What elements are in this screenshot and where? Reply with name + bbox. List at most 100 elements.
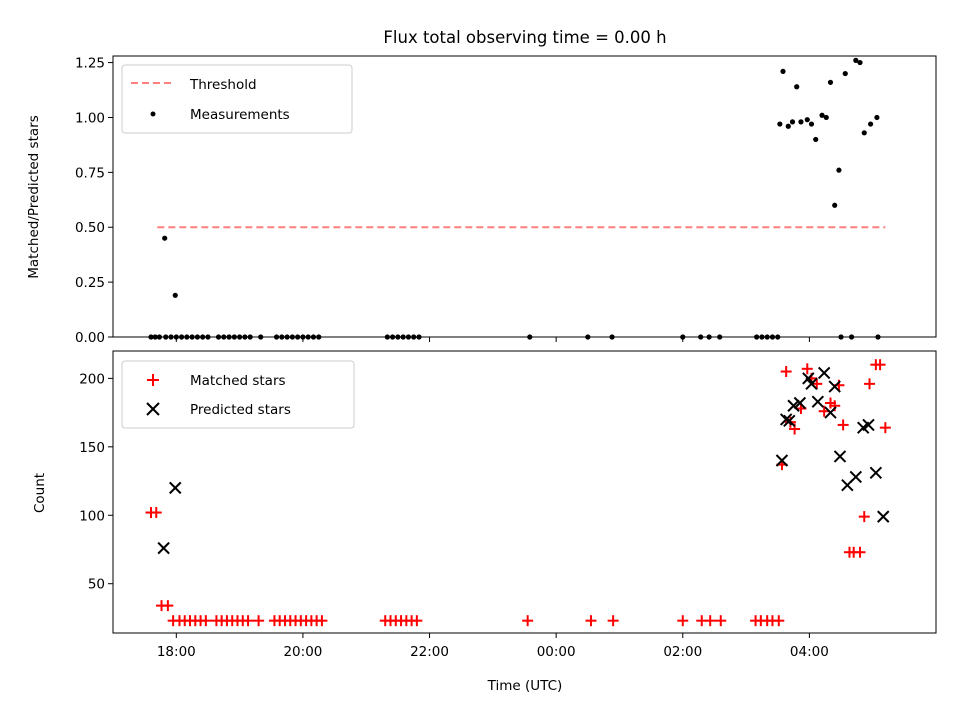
predicted-star-point [869, 466, 883, 480]
predicted-star-point [787, 399, 800, 412]
measurements-legend-swatch [150, 111, 156, 117]
matched-star-point [874, 359, 886, 371]
matched-star-point [837, 419, 849, 431]
x-tick-label: 04:00 [790, 644, 829, 660]
predicted-star-point [828, 380, 841, 393]
top-y-tick-label: 0.25 [75, 275, 105, 291]
matched-star-point [607, 615, 619, 627]
predicted-star-point [157, 541, 170, 555]
star-count-panel: 50 100 150 200 18:00 20:00 22:00 00:00 02:00 04:… [32, 350, 937, 694]
measurement-point [832, 202, 838, 208]
top-y-tick-label: 0.75 [75, 165, 105, 181]
threshold-legend-label: Threshold [189, 77, 257, 93]
top-y-axis-label: Matched/Predicted stars [26, 115, 42, 278]
measurement-point [861, 130, 867, 136]
matched-star-point [858, 511, 870, 523]
top-y-tick-label: 0.50 [75, 220, 105, 236]
bottom-y-tick-label: 100 [79, 508, 105, 524]
predicted-stars-legend-swatch [146, 402, 160, 416]
measurements-legend-label: Measurements [190, 107, 290, 123]
predicted-stars-legend-label: Predicted stars [190, 402, 291, 418]
top-x-ticks [175, 337, 810, 342]
measurement-point [827, 79, 834, 85]
bottom-panel-marks [145, 359, 891, 627]
x-tick-label: 20:00 [283, 644, 322, 660]
measurement-point [785, 123, 791, 129]
x-axis-label: Time (UTC) [487, 678, 563, 694]
measurement-point [808, 121, 815, 127]
matched-star-point [854, 546, 866, 558]
predicted-star-point [849, 470, 863, 484]
predicted-star-point [824, 406, 837, 419]
predicted-star-point [811, 395, 825, 408]
x-tick-label: 02:00 [663, 644, 702, 660]
chart-title: Flux total observing time = 0.00 h [383, 28, 666, 47]
matched-star-point [242, 615, 254, 627]
measurement-point [853, 57, 859, 63]
top-legend-box [121, 64, 353, 134]
matched-star-point [411, 615, 423, 627]
matched-star-point [715, 615, 727, 627]
measurement-point [867, 121, 874, 127]
matched-star-point [162, 600, 174, 612]
predicted-star-point [833, 450, 847, 463]
measurement-point [780, 68, 786, 74]
measurement-point [842, 70, 848, 77]
measurement-point [823, 114, 829, 121]
predicted-star-point [805, 377, 818, 391]
matched-star-point [879, 422, 891, 434]
bottom-y-ticks: 50 100 150 200 [79, 371, 113, 593]
measurement-point [804, 117, 810, 123]
predicted-star-point [862, 418, 875, 432]
predicted-star-point [169, 481, 182, 495]
bottom-y-tick-label: 150 [79, 440, 105, 456]
bottom-y-tick-label: 50 [88, 577, 105, 593]
top-y-tick-label: 1.00 [75, 110, 105, 126]
measurement-point [789, 119, 796, 125]
predicted-star-point [783, 414, 796, 428]
x-tick-label: 18:00 [157, 644, 196, 660]
bottom-plot-frame [112, 350, 937, 634]
top-legend: Threshold Measurements [121, 64, 353, 134]
bottom-legend: Matched stars Predicted stars [121, 360, 355, 429]
predicted-star-point [779, 413, 793, 426]
matched-stars-legend-label: Matched stars [190, 373, 286, 389]
measurement-point [836, 167, 842, 173]
measurement-point [798, 119, 804, 125]
bottom-y-axis-label: Count [32, 473, 48, 513]
top-plot-frame [112, 55, 937, 338]
measurement-point [794, 84, 800, 90]
matched-star-point [585, 615, 597, 627]
measurement-point [162, 235, 168, 241]
bottom-y-tick-label: 200 [79, 371, 105, 387]
matched-star-point [253, 615, 265, 627]
predicted-star-point [775, 454, 789, 467]
predicted-star-point [877, 510, 890, 523]
measurement-point [819, 112, 825, 118]
matched-star-point [200, 615, 212, 627]
bottom-legend-box [121, 360, 355, 429]
measurement-point [813, 136, 819, 143]
top-y-tick-label: 0.00 [75, 330, 105, 346]
predicted-star-point [817, 366, 831, 380]
matched-star-point [150, 507, 162, 519]
x-tick-label: 22:00 [410, 644, 449, 660]
bottom-x-ticks: 18:00 20:00 22:00 00:00 02:00 04:00 [157, 633, 829, 660]
predicted-star-point [793, 396, 807, 410]
matched-star-point [864, 378, 876, 390]
flux-ratio-panel: 0.00 0.25 0.50 0.75 1.00 1.25 Matched/Predict… [26, 55, 937, 346]
top-y-ticks: 0.00 0.25 0.50 0.75 1.00 1.25 [75, 56, 113, 346]
x-tick-label: 00:00 [537, 644, 576, 660]
matched-star-point [801, 363, 813, 375]
matched-star-point [704, 615, 716, 627]
measurement-point [777, 121, 783, 127]
matched-star-point [780, 366, 792, 378]
matched-stars-legend-swatch [147, 374, 159, 386]
matched-star-point [522, 615, 534, 627]
measurement-point [857, 59, 863, 66]
top-y-tick-label: 1.25 [75, 56, 105, 72]
matched-star-point [316, 615, 328, 627]
measurement-point [172, 292, 178, 298]
measurement-point [874, 114, 880, 121]
